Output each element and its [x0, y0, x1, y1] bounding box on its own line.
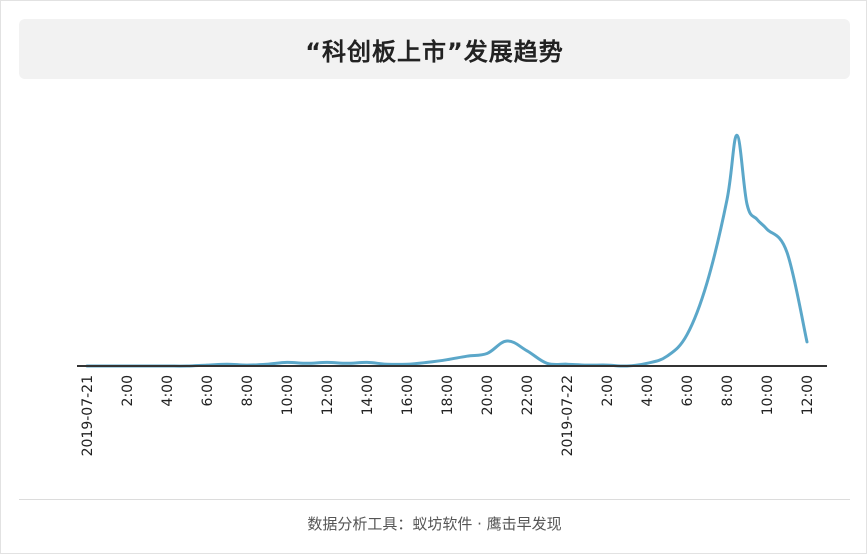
footer-source: 数据分析工具：蚁坊软件 · 鹰击早发现	[307, 515, 562, 533]
title-bar: “科创板上市”发展趋势	[19, 19, 850, 79]
x-tick-label: 14:00	[360, 375, 376, 415]
x-tick-label: 4:00	[160, 375, 176, 406]
x-tick-label: 4:00	[640, 375, 656, 406]
series-line	[85, 133, 809, 368]
x-tick-label: 12:00	[800, 375, 816, 415]
x-tick-label: 2019-07-21	[80, 375, 96, 456]
chart-title: “科创板上市”发展趋势	[305, 37, 564, 66]
x-tick-labels: 2019-07-21 2:00 4:00 6:00 8:00 10:00 12:00 14:0…	[80, 375, 816, 456]
x-tick-label: 16:00	[400, 375, 416, 415]
x-tick-label: 2:00	[600, 375, 616, 406]
x-tick-label: 8:00	[240, 375, 256, 406]
x-tick-label: 2019-07-22	[560, 375, 576, 456]
x-tick-label: 22:00	[520, 375, 536, 415]
x-tick-label: 6:00	[680, 375, 696, 406]
x-tick-label: 18:00	[440, 375, 456, 415]
x-tick-label: 2:00	[120, 375, 136, 406]
x-tick-label: 12:00	[320, 375, 336, 415]
footer-divider	[19, 499, 850, 500]
x-tick-label: 10:00	[280, 375, 296, 415]
x-tick-label: 6:00	[200, 375, 216, 406]
x-tick-label: 20:00	[480, 375, 496, 415]
trend-chart: 2019-07-21 2:00 4:00 6:00 8:00 10:00 12:00 14:0…	[77, 133, 827, 456]
x-tick-label: 8:00	[720, 375, 736, 406]
x-tick-label: 10:00	[760, 375, 776, 415]
